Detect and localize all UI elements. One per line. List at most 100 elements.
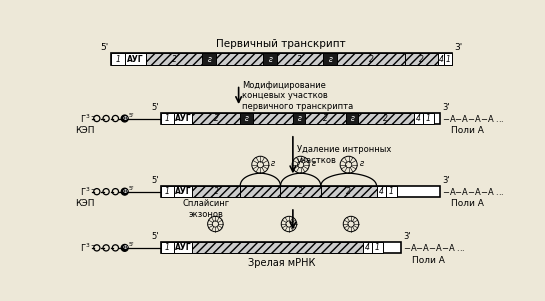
Bar bbox=[405, 53, 438, 65]
Bar bbox=[161, 186, 440, 197]
Text: АУГ: АУГ bbox=[127, 55, 144, 64]
Text: Модифицирование
концевых участков
первичного транскрипта: Модифицирование концевых участков первич… bbox=[243, 81, 354, 111]
Text: 2: 2 bbox=[298, 55, 302, 64]
Circle shape bbox=[121, 115, 128, 122]
Text: 5': 5' bbox=[152, 232, 159, 241]
Bar bbox=[111, 53, 125, 65]
Text: 4: 4 bbox=[365, 244, 370, 252]
Bar bbox=[216, 53, 263, 65]
Text: ƨ: ƨ bbox=[270, 159, 275, 168]
Bar bbox=[173, 113, 192, 124]
Bar bbox=[161, 243, 401, 253]
Text: Φ: Φ bbox=[122, 189, 127, 194]
Text: 1: 1 bbox=[165, 244, 169, 252]
Bar bbox=[263, 53, 277, 65]
Text: Поли А: Поли А bbox=[412, 256, 445, 265]
Text: $-$A$-$A$-$A$-$A ...: $-$A$-$A$-$A$-$A ... bbox=[403, 242, 465, 253]
Bar bbox=[240, 186, 281, 197]
Text: 2: 2 bbox=[369, 55, 373, 64]
Bar bbox=[161, 113, 440, 124]
Bar bbox=[147, 53, 202, 65]
Text: $-$A$-$A$-$A$-$A ...: $-$A$-$A$-$A$-$A ... bbox=[441, 186, 504, 197]
Text: 5': 5' bbox=[152, 103, 159, 112]
Text: ƨ: ƨ bbox=[297, 114, 301, 123]
Text: 3': 3' bbox=[454, 42, 462, 51]
Text: 1: 1 bbox=[165, 187, 169, 196]
Text: 4: 4 bbox=[379, 187, 384, 196]
Bar bbox=[358, 113, 414, 124]
Bar bbox=[202, 53, 216, 65]
Bar bbox=[337, 53, 405, 65]
Text: ƨ: ƨ bbox=[207, 55, 211, 64]
Text: 4: 4 bbox=[416, 114, 421, 123]
Text: ƨ: ƨ bbox=[359, 159, 363, 168]
Text: Г$^{3-}$: Г$^{3-}$ bbox=[80, 242, 96, 254]
Bar bbox=[173, 186, 192, 197]
Bar bbox=[305, 113, 346, 124]
Text: ƨ: ƨ bbox=[350, 114, 354, 123]
Bar bbox=[423, 113, 434, 124]
Bar bbox=[161, 186, 173, 197]
Bar bbox=[173, 243, 192, 253]
Text: Зрелая мРНК: Зрелая мРНК bbox=[247, 258, 315, 268]
Text: Поли А: Поли А bbox=[451, 199, 484, 208]
Text: КЭП: КЭП bbox=[75, 126, 95, 135]
Text: 1: 1 bbox=[116, 55, 120, 64]
Text: КЭП: КЭП bbox=[75, 199, 95, 208]
Bar bbox=[438, 53, 444, 65]
Text: 5': 5' bbox=[129, 186, 134, 191]
Text: 5': 5' bbox=[100, 42, 108, 51]
Text: 1: 1 bbox=[445, 55, 450, 64]
Text: 4: 4 bbox=[439, 55, 443, 64]
Bar bbox=[386, 186, 397, 197]
Text: АУГ: АУГ bbox=[174, 187, 191, 196]
Text: 1: 1 bbox=[426, 114, 431, 123]
Text: 5': 5' bbox=[129, 113, 134, 118]
Text: Г$^{3-}$: Г$^{3-}$ bbox=[80, 112, 96, 125]
Text: 2: 2 bbox=[384, 114, 388, 123]
Text: 2: 2 bbox=[298, 187, 303, 196]
Bar bbox=[161, 113, 173, 124]
Bar bbox=[192, 243, 362, 253]
Bar bbox=[192, 113, 240, 124]
Bar bbox=[125, 53, 147, 65]
Text: 2: 2 bbox=[172, 55, 177, 64]
Text: 2: 2 bbox=[214, 114, 219, 123]
Text: Φ: Φ bbox=[122, 116, 127, 121]
Bar bbox=[372, 243, 383, 253]
Text: 5': 5' bbox=[129, 242, 134, 247]
Text: 3': 3' bbox=[443, 103, 450, 112]
Text: ƨ: ƨ bbox=[244, 114, 249, 123]
Bar bbox=[161, 243, 173, 253]
Bar bbox=[111, 53, 452, 65]
Text: 3': 3' bbox=[404, 232, 411, 241]
Text: Поли А: Поли А bbox=[451, 126, 484, 135]
Bar bbox=[240, 113, 252, 124]
Circle shape bbox=[121, 188, 128, 195]
Text: Первичный транскрипт: Первичный транскрипт bbox=[216, 39, 346, 49]
Text: 1: 1 bbox=[375, 244, 380, 252]
Text: $-$A$-$A$-$A$-$A ...: $-$A$-$A$-$A$-$A ... bbox=[441, 113, 504, 124]
Bar bbox=[362, 243, 372, 253]
Text: 1: 1 bbox=[389, 187, 393, 196]
Text: 2: 2 bbox=[419, 55, 424, 64]
Text: АУГ: АУГ bbox=[174, 244, 191, 252]
Bar bbox=[277, 53, 323, 65]
Text: 2: 2 bbox=[214, 187, 219, 196]
Text: 1: 1 bbox=[165, 114, 169, 123]
Text: Φ: Φ bbox=[122, 245, 127, 250]
Bar bbox=[377, 186, 386, 197]
Bar bbox=[323, 53, 337, 65]
Text: 3': 3' bbox=[443, 176, 450, 185]
Text: 5': 5' bbox=[152, 176, 159, 185]
Text: ƨ: ƨ bbox=[328, 55, 332, 64]
Text: Сплайсинг
экзонов: Сплайсинг экзонов bbox=[183, 199, 229, 219]
Bar bbox=[252, 113, 293, 124]
Bar bbox=[321, 186, 377, 197]
Text: ƨ: ƨ bbox=[268, 55, 271, 64]
Text: АУГ: АУГ bbox=[174, 114, 191, 123]
Text: Удаление интронных
участков: Удаление интронных участков bbox=[296, 145, 391, 165]
Bar bbox=[293, 113, 305, 124]
Bar bbox=[444, 53, 452, 65]
Bar bbox=[414, 113, 423, 124]
